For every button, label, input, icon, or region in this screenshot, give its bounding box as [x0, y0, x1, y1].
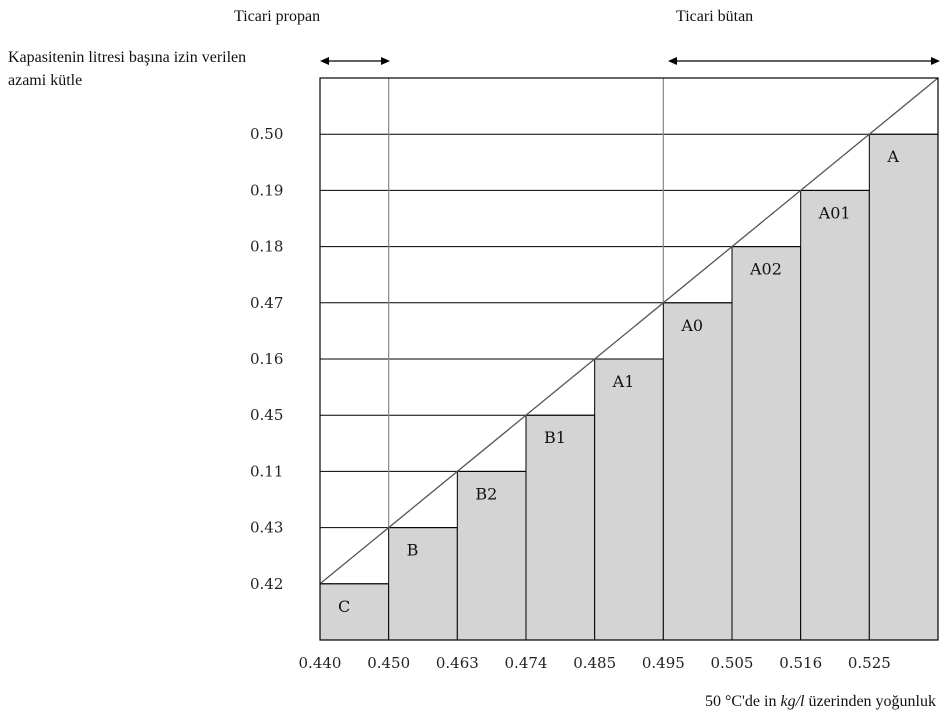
bar-label-a: A: [886, 147, 899, 166]
bar-c: [319, 583, 390, 641]
y-tick-label: 0.43: [250, 519, 283, 537]
x-tick-label: 0.505: [711, 654, 754, 672]
bar-b: [388, 527, 458, 641]
plot-frame: [319, 77, 939, 641]
diagonal-limit-line: [319, 77, 939, 585]
x-tick-label: 0.463: [436, 654, 479, 672]
bar-label-b: B: [407, 541, 419, 560]
x-axis-label: 50 °C'de in kg/l üzerinden yoğunluk: [705, 693, 936, 711]
y-tick-label: 0.16: [250, 350, 283, 368]
x-tick-label: 0.495: [642, 654, 685, 672]
propane-range-label: Ticari propan: [234, 8, 321, 25]
bar-label-b1: B1: [544, 428, 566, 447]
x-axis-label-unit: kg/l: [780, 693, 805, 710]
y-tick-label: 0.18: [250, 238, 283, 256]
bar-label-b2: B2: [475, 484, 497, 503]
y-tick-label: 0.11: [250, 462, 283, 480]
bar-label-c: C: [338, 597, 350, 616]
propane-range-arrow-head-right: [381, 57, 390, 65]
x-tick-label: 0.485: [573, 654, 616, 672]
butane-range-arrow-head-right: [931, 57, 940, 65]
propane-range-arrow-head-left: [320, 57, 329, 65]
y-tick-label: 0.19: [250, 181, 283, 199]
x-tick-label: 0.474: [505, 654, 548, 672]
bar-a02: [731, 246, 802, 641]
x-axis-label-prefix: 50 °C'de in: [704, 693, 781, 710]
bar-label-a1: A1: [612, 372, 635, 391]
x-tick-label: 0.525: [848, 654, 891, 672]
y-tick-label: 0.50: [250, 125, 283, 143]
x-axis-label-suffix: üzerinden yoğunluk: [804, 693, 936, 710]
x-tick-label: 0.440: [299, 654, 342, 672]
bar-a: [868, 133, 939, 641]
bar-label-a02: A02: [749, 260, 782, 279]
x-tick-label: 0.450: [367, 654, 410, 672]
bar-label-a01: A01: [818, 203, 851, 222]
bar-a1: [594, 358, 664, 641]
x-tick-label: 0.516: [779, 654, 822, 672]
bar-b1: [525, 414, 596, 641]
butane-range-label: Ticari bütan: [676, 8, 754, 25]
y-axis-label: Kapasitenin litresi başına izin verilen …: [8, 49, 247, 89]
y-tick-label: 0.45: [250, 406, 283, 424]
bar-label-a0: A0: [680, 316, 703, 335]
bar-a0: [662, 302, 733, 641]
butane-range-arrow-head-left: [668, 57, 677, 65]
bar-b2: [456, 470, 527, 641]
y-tick-label: 0.42: [250, 575, 283, 593]
y-tick-label: 0.47: [250, 294, 283, 312]
bar-a01: [800, 189, 870, 641]
